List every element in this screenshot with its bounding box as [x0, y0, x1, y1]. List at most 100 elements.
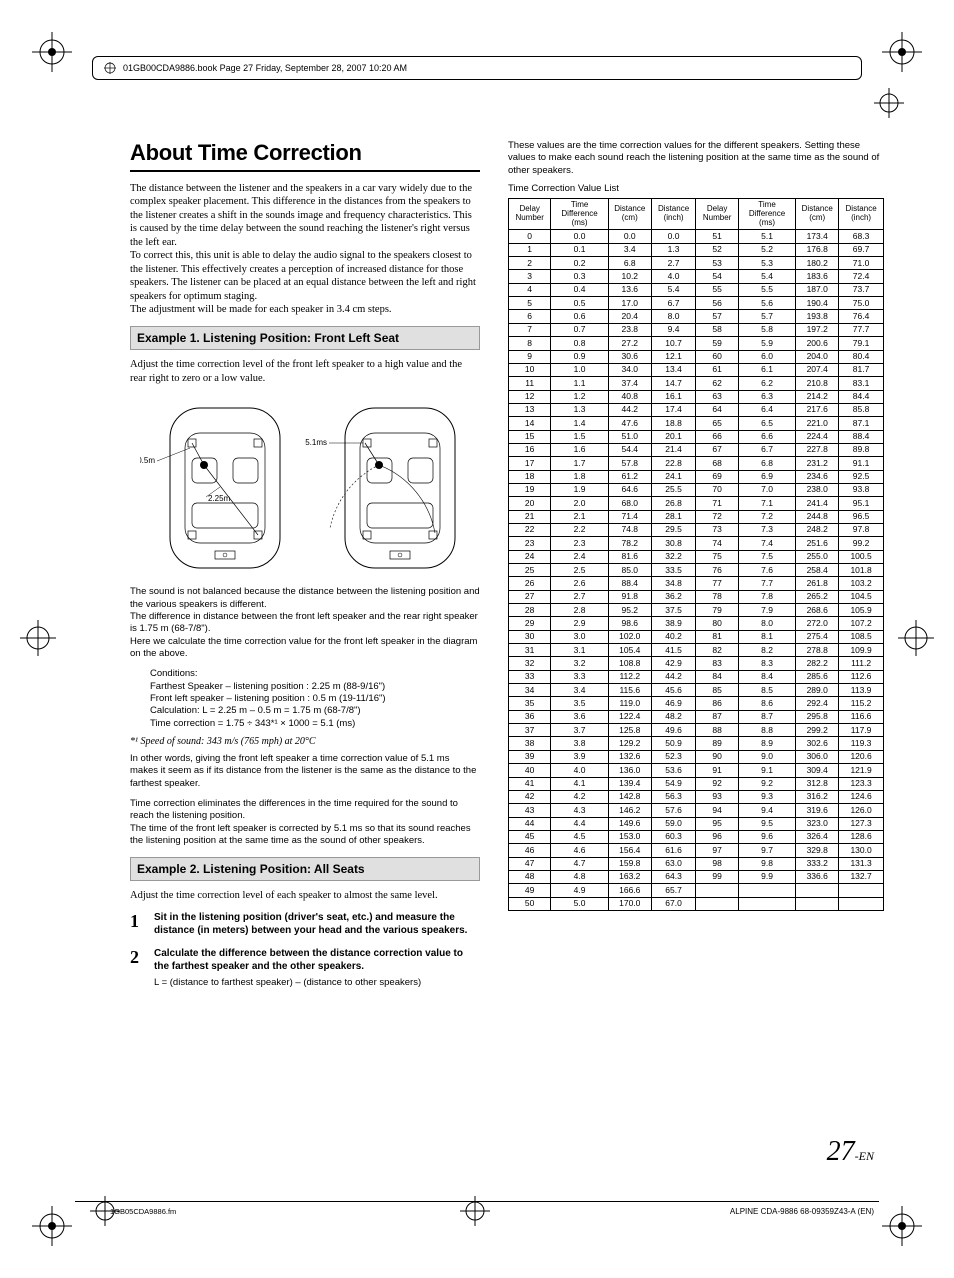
table-cell: 5.5: [738, 283, 796, 296]
table-row: 313.1105.441.5828.2278.8109.9: [509, 644, 884, 657]
table-cell: 74: [696, 537, 738, 550]
table-cell: 104.5: [839, 590, 884, 603]
table-cell: 312.8: [796, 777, 839, 790]
table-cell: 40.2: [651, 630, 696, 643]
table-cell: 112.6: [839, 670, 884, 683]
step-item: 1 Sit in the listening position (driver'…: [130, 911, 480, 937]
table-cell: 163.2: [608, 870, 651, 883]
table-cell: 64: [696, 403, 738, 416]
table-row: 222.274.829.5737.3248.297.8: [509, 523, 884, 536]
table-cell: 7.6: [738, 564, 796, 577]
table-header-cell: Distance (cm): [608, 199, 651, 230]
table-cell: 23.8: [608, 323, 651, 336]
table-row: 323.2108.842.9838.3282.2111.2: [509, 657, 884, 670]
table-row: 484.8163.264.3999.9336.6132.7: [509, 870, 884, 883]
page-header-text: 01GB00CDA9886.book Page 27 Friday, Septe…: [123, 63, 407, 73]
table-cell: 2.3: [551, 537, 609, 550]
table-header-cell: Time Difference (ms): [738, 199, 796, 230]
table-cell: 1: [509, 243, 551, 256]
table-cell: 56.3: [651, 790, 696, 803]
table-cell: 34: [509, 684, 551, 697]
table-cell: 251.6: [796, 537, 839, 550]
table-cell: 26: [509, 577, 551, 590]
book-icon: [103, 61, 117, 75]
page-suffix: -EN: [855, 1149, 874, 1163]
table-cell: 45.6: [651, 684, 696, 697]
table-cell: 85.8: [839, 403, 884, 416]
table-cell: 17.4: [651, 403, 696, 416]
step-text: Sit in the listening position (driver's …: [154, 911, 480, 937]
table-row: 191.964.625.5707.0238.093.8: [509, 483, 884, 496]
table-cell: 3: [509, 270, 551, 283]
table-cell: 265.2: [796, 590, 839, 603]
table-cell: 5.3: [738, 257, 796, 270]
table-cell: 91.8: [608, 590, 651, 603]
table-cell: 95.2: [608, 604, 651, 617]
table-row: 454.5153.060.3969.6326.4128.6: [509, 830, 884, 843]
table-cell: 83.1: [839, 377, 884, 390]
table-cell: 36: [509, 710, 551, 723]
table-cell: 5.9: [738, 337, 796, 350]
table-cell: 54: [696, 270, 738, 283]
table-cell: 4.7: [551, 857, 609, 870]
table-cell: 204.0: [796, 350, 839, 363]
table-cell: 1.0: [551, 363, 609, 376]
table-cell: 27: [509, 590, 551, 603]
table-cell: 9.0: [738, 750, 796, 763]
table-cell: 76.4: [839, 310, 884, 323]
table-cell: 52: [696, 243, 738, 256]
example1-after1: The sound is not balanced because the di…: [130, 586, 480, 660]
table-cell: 234.6: [796, 470, 839, 483]
table-cell: 8.9: [738, 737, 796, 750]
table-header-cell: Distance (inch): [839, 199, 884, 230]
table-cell: 88: [696, 724, 738, 737]
table-cell: 44.2: [651, 670, 696, 683]
table-cell: 34.8: [651, 577, 696, 590]
table-cell: 9.4: [738, 804, 796, 817]
table-row: 30.310.24.0545.4183.672.4: [509, 270, 884, 283]
table-cell: 17.0: [608, 297, 651, 310]
table-row: 494.9166.665.7: [509, 884, 884, 897]
table-cell: 1.7: [551, 457, 609, 470]
table-cell: 5.2: [738, 243, 796, 256]
table-cell: 9.9: [738, 870, 796, 883]
table-cell: 8.1: [738, 630, 796, 643]
table-cell: 100.5: [839, 550, 884, 563]
table-cell: [738, 884, 796, 897]
table-cell: 81.6: [608, 550, 651, 563]
example2-lead: Adjust the time correction level of each…: [130, 889, 480, 902]
table-cell: 46.9: [651, 697, 696, 710]
table-cell: 1.9: [551, 483, 609, 496]
table-cell: 88.4: [608, 577, 651, 590]
table-cell: 5.4: [738, 270, 796, 283]
table-cell: 22.8: [651, 457, 696, 470]
example2-heading: Example 2. Listening Position: All Seats: [130, 857, 480, 881]
table-cell: 1.4: [551, 417, 609, 430]
table-cell: 80: [696, 617, 738, 630]
table-cell: 41.5: [651, 644, 696, 657]
table-cell: 24: [509, 550, 551, 563]
table-cell: 5.1: [738, 230, 796, 243]
table-cell: 336.6: [796, 870, 839, 883]
table-cell: 50.9: [651, 737, 696, 750]
table-cell: 19: [509, 483, 551, 496]
table-cell: 5.4: [651, 283, 696, 296]
table-cell: 48: [509, 870, 551, 883]
table-cell: 29: [509, 617, 551, 630]
table-cell: 30.6: [608, 350, 651, 363]
table-cell: 67.0: [651, 897, 696, 910]
table-row: 131.344.217.4646.4217.685.8: [509, 403, 884, 416]
table-cell: 9.2: [738, 777, 796, 790]
table-cell: 8.0: [738, 617, 796, 630]
table-cell: 9.4: [651, 323, 696, 336]
table-cell: 127.3: [839, 817, 884, 830]
table-cell: 40: [509, 764, 551, 777]
table-cell: 3.6: [551, 710, 609, 723]
table-cell: 323.0: [796, 817, 839, 830]
table-cell: 4.6: [551, 844, 609, 857]
table-cell: 193.8: [796, 310, 839, 323]
table-cell: 176.8: [796, 243, 839, 256]
table-cell: 13.6: [608, 283, 651, 296]
table-cell: 45: [509, 830, 551, 843]
table-cell: 27.2: [608, 337, 651, 350]
